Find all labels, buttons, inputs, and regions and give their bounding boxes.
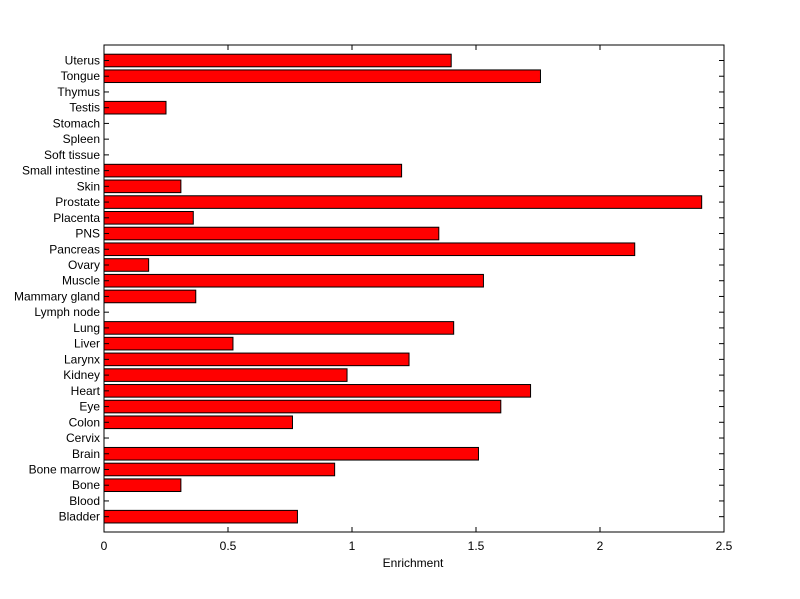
bar-tongue (103, 69, 541, 84)
y-tick-label-colon: Colon (69, 415, 100, 429)
bar-eye (103, 399, 502, 414)
y-tick-label-bone: Bone (72, 478, 100, 492)
bar-skin (103, 179, 182, 194)
bar-uterus (103, 53, 452, 68)
y-tick-label-lymph-node: Lymph node (34, 305, 100, 319)
bar-small-intestine (103, 163, 403, 178)
bar-heart (103, 384, 532, 398)
y-tick-label-liver: Liver (74, 337, 100, 351)
y-tick-label-prostate: Prostate (55, 195, 100, 209)
bar-kidney (103, 368, 348, 382)
y-tick-label-bone-marrow: Bone marrow (29, 462, 101, 476)
y-tick-label-bladder: Bladder (59, 510, 100, 524)
y-tick-label-heart: Heart (71, 384, 101, 398)
bar-brain (103, 446, 479, 461)
y-tick-label-ovary: Ovary (68, 258, 100, 272)
y-tick-label-spleen: Spleen (63, 132, 100, 146)
y-tick-label-thymus: Thymus (57, 85, 100, 99)
y-tick-label-small-intestine: Small intestine (22, 164, 100, 178)
x-tick-label-2: 1 (349, 539, 356, 553)
y-tick-label-placenta: Placenta (53, 211, 100, 225)
bar-larynx (103, 352, 410, 367)
y-tick-label-soft-tissue: Soft tissue (44, 148, 100, 162)
x-tick-label-0: 0 (101, 539, 108, 553)
y-tick-label-pns: PNS (75, 227, 100, 241)
bar-bladder (103, 509, 298, 524)
bar-mammary-gland (103, 289, 197, 304)
bar-colon (103, 415, 293, 430)
bar-bone (103, 478, 182, 493)
bar-prostate (103, 195, 703, 209)
bar-pancreas (103, 242, 636, 257)
y-tick-label-muscle: Muscle (62, 274, 100, 288)
bars-group (103, 53, 703, 524)
y-tick-label-mammary-gland: Mammary gland (14, 289, 100, 303)
x-tick-label-5: 2.5 (716, 539, 733, 553)
bar-placenta (103, 211, 194, 225)
y-tick-label-skin: Skin (77, 179, 100, 193)
y-tick-label-pancreas: Pancreas (49, 242, 100, 256)
x-tick-label-1: 0.5 (220, 539, 237, 553)
y-tick-label-testis: Testis (69, 101, 100, 115)
y-tick-label-kidney: Kidney (63, 368, 100, 382)
y-tick-label-tongue: Tongue (61, 69, 101, 83)
bar-ovary (103, 258, 150, 272)
y-tick-label-brain: Brain (72, 447, 100, 461)
x-tick-label-3: 1.5 (468, 539, 485, 553)
x-ticks-group: 0 0.5 1 1.5 2 2.5 (101, 45, 733, 553)
y-tick-label-eye: Eye (79, 400, 100, 414)
bar-pns (103, 226, 440, 241)
bar-liver (103, 336, 234, 351)
y-tick-label-lung: Lung (73, 321, 100, 335)
y-tick-label-uterus: Uterus (65, 54, 100, 68)
y-tick-label-blood: Blood (69, 494, 100, 508)
y-tick-label-larynx: Larynx (64, 352, 100, 366)
bar-testis (103, 100, 167, 115)
y-tick-label-cervix: Cervix (66, 431, 100, 445)
x-axis-label: Enrichment (383, 556, 444, 570)
y-tick-label-stomach: Stomach (53, 116, 100, 130)
bar-bone-marrow (103, 462, 336, 477)
bar-muscle (103, 273, 484, 288)
bar-lung (103, 321, 455, 335)
x-tick-label-4: 2 (597, 539, 604, 553)
